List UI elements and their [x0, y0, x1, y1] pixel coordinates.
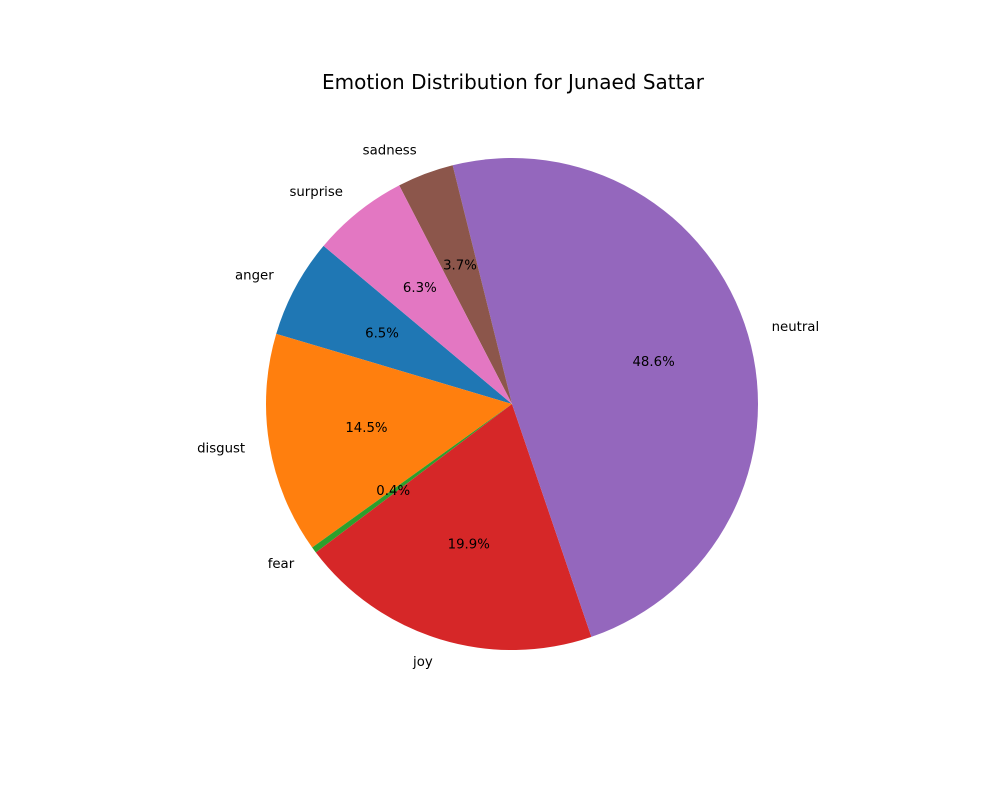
- slice-label-surprise: surprise: [289, 185, 343, 200]
- pie-wedges: [266, 157, 759, 650]
- percent-label-anger: 6.5%: [365, 327, 399, 342]
- slice-label-disgust: disgust: [197, 441, 245, 456]
- slice-label-sadness: sadness: [363, 143, 417, 158]
- slice-label-joy: joy: [412, 655, 433, 670]
- percent-label-sadness: 3.7%: [443, 258, 477, 273]
- pie-slice-fear: [312, 404, 512, 553]
- slice-labels: anger disgust fear joy neutral sadness surpris…: [197, 143, 819, 670]
- slice-label-neutral: neutral: [772, 320, 820, 335]
- pie-slice-neutral: [452, 157, 759, 637]
- pie-slice-sadness: [399, 165, 512, 404]
- percent-label-disgust: 14.5%: [345, 421, 387, 436]
- chart-title: Emotion Distribution for Junaed Sattar: [322, 70, 705, 94]
- percent-label-fear: 0.4%: [376, 484, 410, 499]
- percent-label-surprise: 6.3%: [403, 281, 437, 296]
- pie-slice-disgust: [266, 333, 512, 548]
- slice-label-anger: anger: [235, 268, 274, 283]
- pie-slice-joy: [315, 404, 592, 650]
- slice-label-fear: fear: [268, 557, 295, 572]
- percent-labels: 6.5% 14.5% 0.4% 19.9% 48.6% 3.7% 6.3%: [345, 258, 674, 552]
- pie-slice-anger: [276, 245, 512, 404]
- pie-slice-surprise: [323, 185, 512, 404]
- percent-label-joy: 19.9%: [448, 538, 490, 553]
- percent-label-neutral: 48.6%: [632, 355, 674, 370]
